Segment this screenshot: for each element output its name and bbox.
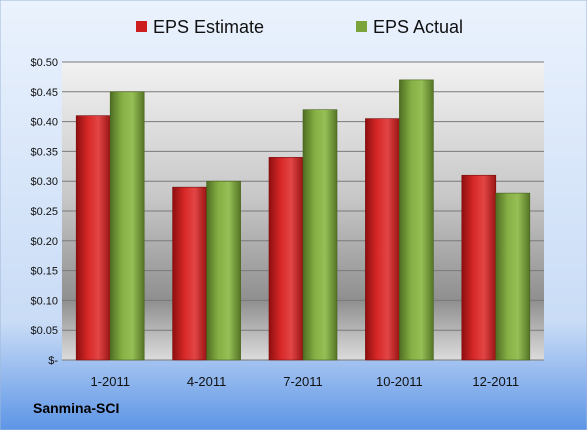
x-category-label: 10-2011 bbox=[376, 374, 423, 389]
bars bbox=[75, 79, 531, 361]
bar-actual bbox=[495, 192, 531, 361]
y-tick-label: $0.45 bbox=[30, 87, 58, 99]
y-tick-label: $0.10 bbox=[30, 295, 58, 307]
x-axis-categories: 1-2011 4-2011 7-2011 10-2011 12-2011 bbox=[90, 374, 519, 389]
bar-estimate bbox=[172, 186, 207, 361]
y-tick-label: $0.30 bbox=[30, 176, 58, 188]
y-tick-label: $0.05 bbox=[30, 325, 58, 337]
y-tick-label: $0.35 bbox=[30, 146, 58, 158]
y-tick-label: $0.40 bbox=[30, 117, 58, 129]
bar-estimate bbox=[365, 118, 400, 361]
x-category-label: 12-2011 bbox=[472, 374, 519, 389]
company-name: Sanmina-SCI bbox=[33, 400, 120, 416]
legend-swatch-estimate bbox=[136, 21, 147, 32]
y-tick-label: $- bbox=[48, 355, 58, 367]
bar-estimate bbox=[75, 115, 111, 361]
bar-actual bbox=[109, 91, 145, 361]
legend: EPS Estimate EPS Actual bbox=[136, 17, 463, 37]
x-category-label: 4-2011 bbox=[187, 374, 227, 389]
bar-actual bbox=[302, 109, 338, 361]
bar-estimate bbox=[461, 174, 497, 361]
legend-swatch-actual bbox=[356, 21, 367, 32]
y-axis-ticks: $- $0.05 $0.10 $0.15 $0.20 $0.25 $0.30 $0.35 $0.… bbox=[30, 57, 58, 367]
x-category-label: 7-2011 bbox=[283, 374, 323, 389]
bar-estimate bbox=[268, 157, 304, 361]
bar-actual bbox=[206, 180, 241, 361]
y-tick-label: $0.20 bbox=[30, 236, 58, 248]
y-tick-label: $0.25 bbox=[30, 206, 58, 218]
legend-label-actual: EPS Actual bbox=[373, 17, 463, 37]
y-tick-label: $0.15 bbox=[30, 266, 58, 278]
bar-actual bbox=[399, 79, 434, 361]
y-tick-label: $0.50 bbox=[30, 57, 58, 69]
x-category-label: 1-2011 bbox=[90, 374, 130, 389]
legend-label-estimate: EPS Estimate bbox=[153, 17, 264, 37]
